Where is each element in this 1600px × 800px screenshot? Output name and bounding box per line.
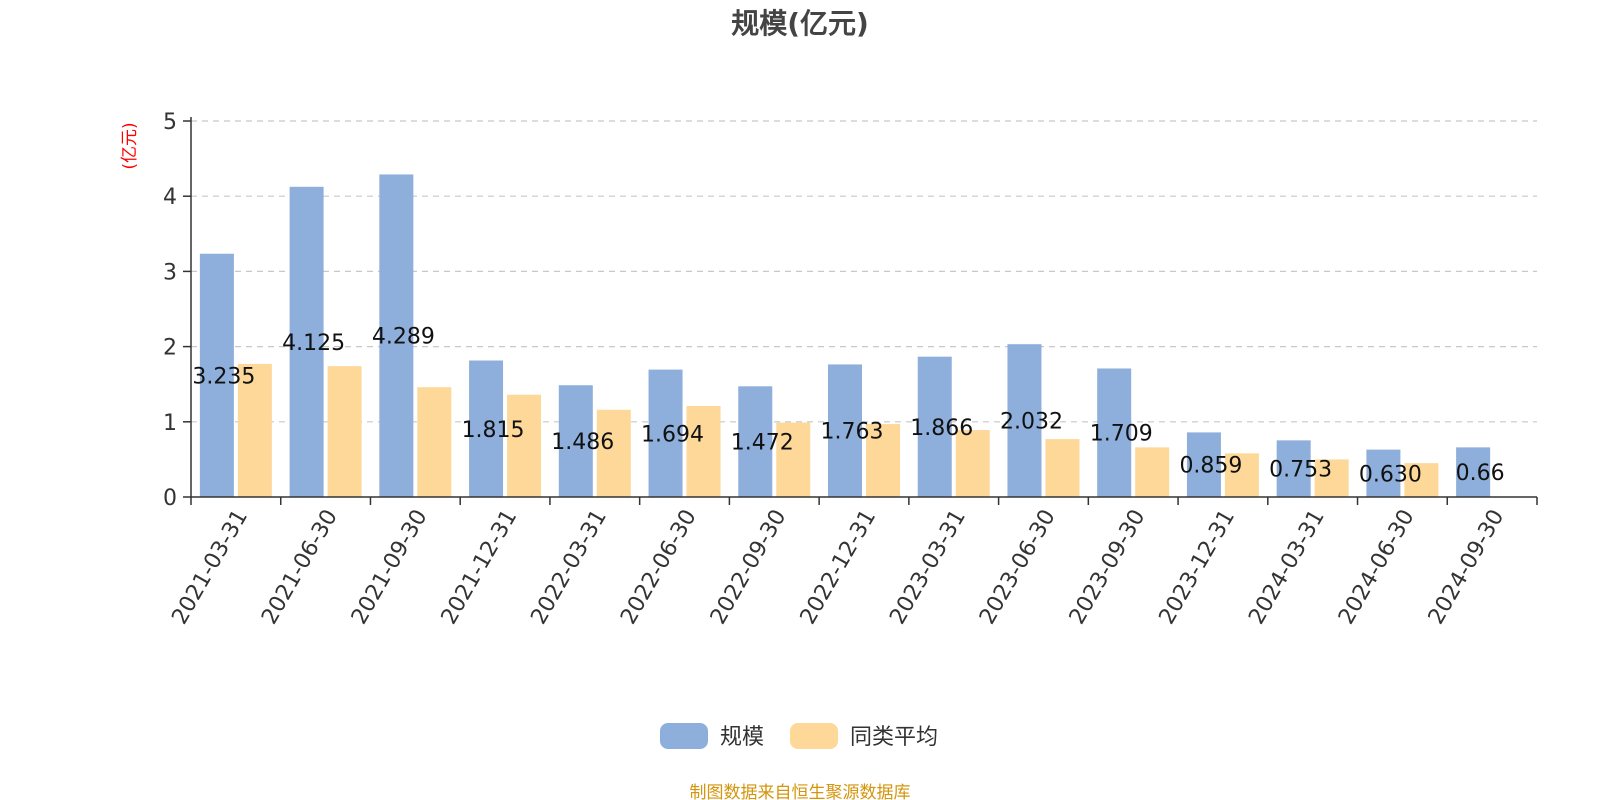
bar-同类平均	[1314, 459, 1349, 497]
bar-规模	[199, 253, 234, 497]
data-label: 0.630	[1359, 462, 1422, 487]
data-label: 4.125	[282, 331, 345, 356]
bar-同类平均	[507, 394, 542, 497]
y-tick-label: 2	[163, 336, 177, 361]
bars	[199, 174, 1491, 498]
legend-label: 同类平均	[850, 725, 938, 750]
bar-规模	[558, 385, 593, 497]
bar-规模	[1097, 368, 1132, 497]
legend-item[interactable]: 规模	[660, 723, 764, 750]
x-tick-label: 2024-06-30	[1334, 506, 1420, 629]
y-tick-label: 3	[163, 260, 177, 285]
bar-规模	[289, 186, 324, 498]
bar-规模	[1456, 447, 1491, 497]
legend[interactable]: 规模 同类平均	[660, 723, 938, 750]
bar-规模	[1366, 449, 1401, 497]
y-tick-label: 0	[163, 486, 177, 511]
bar-同类平均	[686, 406, 721, 497]
data-label: 1.486	[551, 430, 614, 455]
bar-规模	[917, 356, 952, 497]
bar-规模	[469, 360, 504, 497]
bar-规模	[1186, 432, 1221, 497]
x-tick-label: 2023-12-31	[1155, 506, 1241, 629]
y-axis-unit-label: (亿元)	[120, 122, 140, 169]
source-note: 制图数据来自恒生聚源数据库	[690, 783, 911, 800]
bar-规模	[379, 174, 414, 497]
bar-同类平均	[1404, 463, 1439, 497]
x-tick-label: 2023-06-30	[975, 506, 1061, 629]
legend-swatch	[790, 723, 838, 749]
bar-同类平均	[327, 366, 362, 497]
y-axis: 0 1 2 3 4 5	[163, 110, 192, 511]
y-tick-label: 5	[163, 110, 177, 135]
legend-label: 规模	[720, 725, 764, 750]
x-tick-label: 2024-03-31	[1244, 506, 1330, 629]
x-tick-label: 2022-09-30	[706, 506, 792, 629]
bar-同类平均	[1135, 447, 1170, 497]
x-tick-label: 2023-03-31	[885, 506, 971, 629]
data-label: 1.815	[462, 418, 525, 443]
x-tick-label: 2021-06-30	[257, 506, 343, 629]
x-tick-label: 2024-09-30	[1424, 506, 1510, 629]
data-label: 0.66	[1456, 461, 1505, 486]
x-tick-label: 2022-03-31	[526, 506, 612, 629]
bar-同类平均	[417, 387, 452, 497]
data-labels: 3.235 4.125 4.289 1.815 1.486 1.694 1.472 1.763…	[192, 325, 1504, 488]
y-tick-label: 4	[163, 185, 177, 210]
bar-规模	[738, 386, 773, 497]
bar-规模	[1007, 344, 1042, 497]
chart-title: 规模(亿元)	[731, 7, 869, 40]
bar-同类平均	[776, 422, 811, 497]
legend-swatch	[660, 723, 708, 749]
data-label: 1.866	[910, 416, 973, 441]
data-label: 1.763	[821, 420, 884, 445]
bar-同类平均	[596, 409, 631, 497]
x-tick-label: 2023-09-30	[1065, 506, 1151, 629]
bar-同类平均	[955, 430, 990, 497]
x-tick-label: 2022-06-30	[616, 506, 702, 629]
bar-同类平均	[1224, 453, 1259, 497]
bar-规模	[648, 369, 683, 497]
x-tick-label: 2022-12-31	[796, 506, 882, 629]
x-axis: 2021-03-31 2021-06-30 2021-09-30 2021-12-31…	[167, 496, 1538, 629]
data-label: 1.694	[641, 422, 704, 447]
data-label: 4.289	[372, 325, 435, 350]
bar-同类平均	[1045, 439, 1080, 497]
data-label: 0.753	[1269, 458, 1332, 483]
data-label: 3.235	[192, 364, 255, 389]
bar-规模	[1276, 440, 1311, 497]
legend-item[interactable]: 同类平均	[790, 723, 938, 750]
data-label: 1.709	[1090, 422, 1153, 447]
x-tick-label: 2021-12-31	[437, 506, 523, 629]
x-tick-label: 2021-03-31	[167, 506, 253, 629]
data-label: 2.032	[1000, 410, 1063, 435]
data-label: 1.472	[731, 431, 794, 456]
bar-同类平均	[866, 424, 900, 497]
gridlines	[191, 120, 1537, 423]
bar-同类平均	[237, 363, 272, 497]
y-tick-label: 1	[163, 411, 177, 436]
data-label: 0.859	[1179, 454, 1242, 479]
x-tick-label: 2021-09-30	[347, 506, 433, 629]
bar-规模	[828, 364, 862, 497]
